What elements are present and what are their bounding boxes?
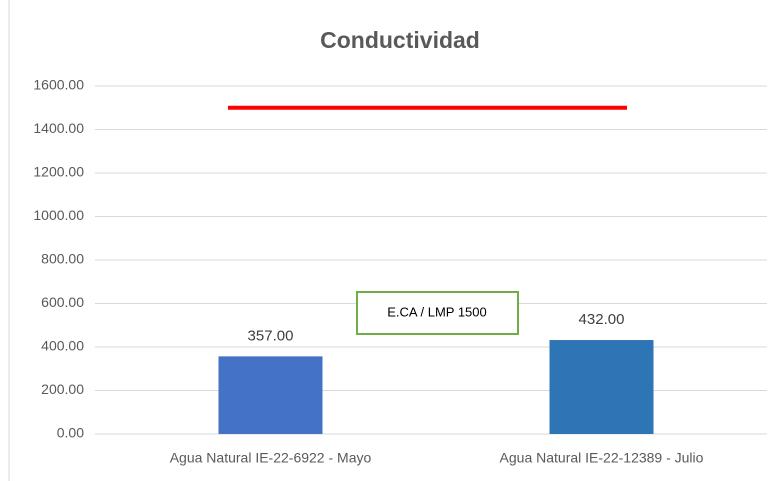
y-tick-label: 1200.00 bbox=[33, 164, 84, 180]
annotation: E.CA / LMP 1500 bbox=[387, 304, 487, 319]
y-tick-label: 1600.00 bbox=[33, 77, 84, 93]
y-tick-label: 1400.00 bbox=[33, 120, 84, 136]
x-tick-label: Agua Natural IE-22-12389 - Julio bbox=[500, 450, 704, 466]
y-tick-label: 0.00 bbox=[57, 425, 84, 441]
y-tick-label: 1000.00 bbox=[33, 207, 84, 223]
bar bbox=[549, 340, 654, 434]
data-label: 432.00 bbox=[579, 311, 625, 328]
chart-title: Conductividad bbox=[320, 27, 480, 53]
y-tick-label: 600.00 bbox=[41, 294, 84, 310]
y-tick-label: 800.00 bbox=[41, 251, 84, 267]
data-label: 357.00 bbox=[248, 327, 294, 344]
annotation-box bbox=[356, 291, 519, 335]
y-tick-label: 400.00 bbox=[41, 338, 84, 354]
x-tick-label: Agua Natural IE-22-6922 - Mayo bbox=[170, 450, 372, 466]
bar bbox=[218, 356, 323, 434]
y-tick-label: 200.00 bbox=[41, 381, 84, 397]
